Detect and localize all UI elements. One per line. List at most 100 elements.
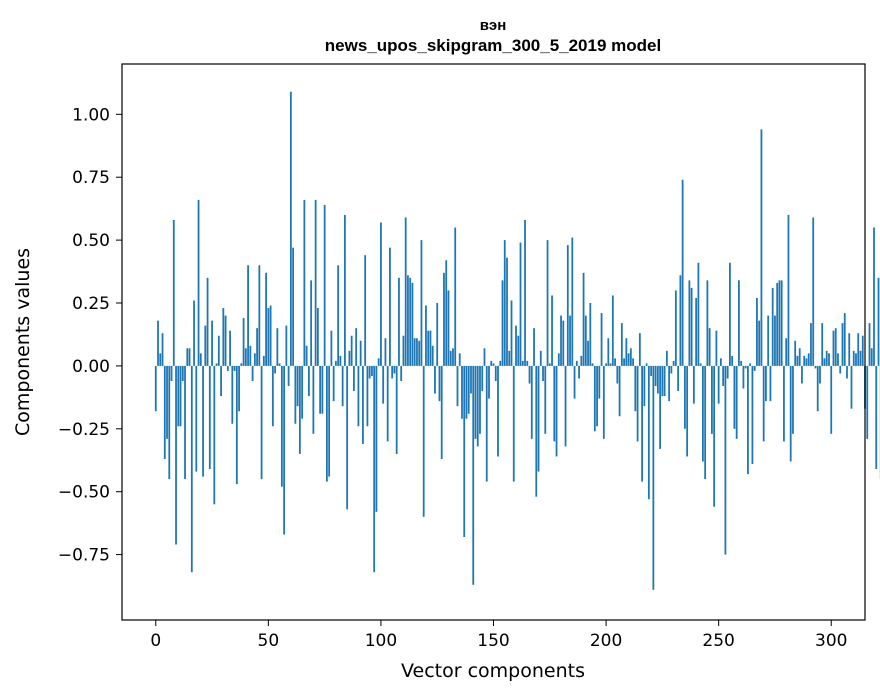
bar bbox=[575, 360, 578, 366]
bar bbox=[521, 360, 524, 366]
bar bbox=[431, 345, 434, 366]
bar bbox=[580, 355, 583, 366]
bar bbox=[242, 318, 245, 366]
bar bbox=[740, 360, 743, 366]
bar bbox=[843, 313, 846, 366]
bar bbox=[404, 217, 407, 366]
bar bbox=[386, 365, 389, 442]
bar bbox=[398, 277, 400, 366]
bar bbox=[742, 365, 745, 389]
bar bbox=[422, 365, 425, 517]
bar bbox=[668, 365, 671, 402]
bar bbox=[602, 365, 605, 439]
bar bbox=[778, 280, 781, 366]
bar bbox=[170, 365, 173, 381]
bar bbox=[548, 363, 551, 366]
bar bbox=[172, 219, 175, 366]
bar bbox=[321, 365, 324, 414]
bar bbox=[787, 214, 790, 366]
bar bbox=[258, 265, 261, 366]
bar bbox=[699, 363, 702, 366]
bar bbox=[494, 365, 497, 381]
bar bbox=[395, 365, 398, 454]
bar bbox=[391, 365, 394, 379]
bar bbox=[244, 348, 247, 366]
bar bbox=[828, 353, 830, 366]
bar bbox=[744, 365, 747, 369]
bar bbox=[726, 365, 729, 379]
bar bbox=[413, 338, 416, 366]
bar bbox=[186, 348, 189, 366]
bar bbox=[661, 365, 664, 397]
bar bbox=[353, 365, 355, 392]
bar bbox=[287, 365, 290, 387]
bar bbox=[339, 355, 342, 366]
bar bbox=[618, 365, 621, 417]
bar bbox=[211, 320, 213, 366]
bar bbox=[325, 365, 328, 482]
bar bbox=[753, 365, 756, 371]
bar bbox=[371, 365, 373, 376]
bar bbox=[852, 350, 855, 366]
bar bbox=[377, 358, 380, 366]
bar bbox=[161, 333, 164, 366]
bar bbox=[296, 365, 299, 407]
bar bbox=[711, 365, 713, 434]
bar bbox=[870, 348, 873, 366]
bar bbox=[508, 350, 511, 366]
bar bbox=[373, 365, 376, 573]
bar bbox=[636, 365, 639, 442]
bar bbox=[389, 247, 391, 366]
bar bbox=[238, 365, 240, 412]
bar bbox=[609, 363, 612, 366]
bar bbox=[215, 363, 218, 366]
bar bbox=[769, 365, 772, 402]
bar bbox=[483, 348, 486, 366]
bar bbox=[614, 358, 616, 366]
bar bbox=[434, 365, 436, 394]
bar bbox=[222, 308, 225, 366]
bar bbox=[868, 323, 871, 366]
y-tick-label: 0.75 bbox=[72, 168, 110, 188]
bar bbox=[193, 300, 195, 366]
bar bbox=[562, 320, 565, 366]
bar bbox=[184, 365, 186, 480]
bar bbox=[681, 179, 684, 366]
bar bbox=[364, 255, 367, 366]
x-tick-label: 100 bbox=[365, 631, 397, 651]
bar bbox=[197, 199, 200, 366]
bar bbox=[400, 365, 403, 381]
bar bbox=[841, 323, 844, 366]
bar bbox=[789, 365, 792, 462]
x-tick-label: 200 bbox=[590, 631, 622, 651]
bar bbox=[834, 328, 837, 366]
bar bbox=[206, 277, 209, 366]
bar bbox=[190, 365, 193, 573]
bar bbox=[420, 240, 423, 366]
bar bbox=[260, 365, 263, 480]
bar bbox=[564, 365, 567, 447]
bar bbox=[810, 323, 812, 366]
bar bbox=[771, 287, 774, 366]
bar bbox=[760, 129, 763, 366]
y-tick-label: 0.00 bbox=[72, 357, 110, 377]
bar bbox=[168, 365, 171, 480]
bar bbox=[627, 353, 630, 366]
bar bbox=[497, 365, 499, 457]
bar bbox=[461, 365, 463, 419]
bar bbox=[328, 365, 331, 477]
bar bbox=[157, 320, 159, 366]
x-axis: 0 50 100 150 200 250 300 bbox=[150, 620, 847, 651]
bar bbox=[458, 353, 461, 366]
bar bbox=[485, 365, 488, 482]
bar bbox=[598, 365, 601, 399]
bar bbox=[188, 348, 191, 366]
y-tick-label: −0.25 bbox=[58, 420, 110, 440]
bar bbox=[846, 365, 848, 379]
bar bbox=[569, 315, 571, 366]
bar bbox=[407, 275, 409, 366]
bar bbox=[362, 365, 364, 444]
bar bbox=[312, 365, 315, 434]
bar bbox=[686, 365, 689, 457]
bar bbox=[499, 360, 502, 366]
